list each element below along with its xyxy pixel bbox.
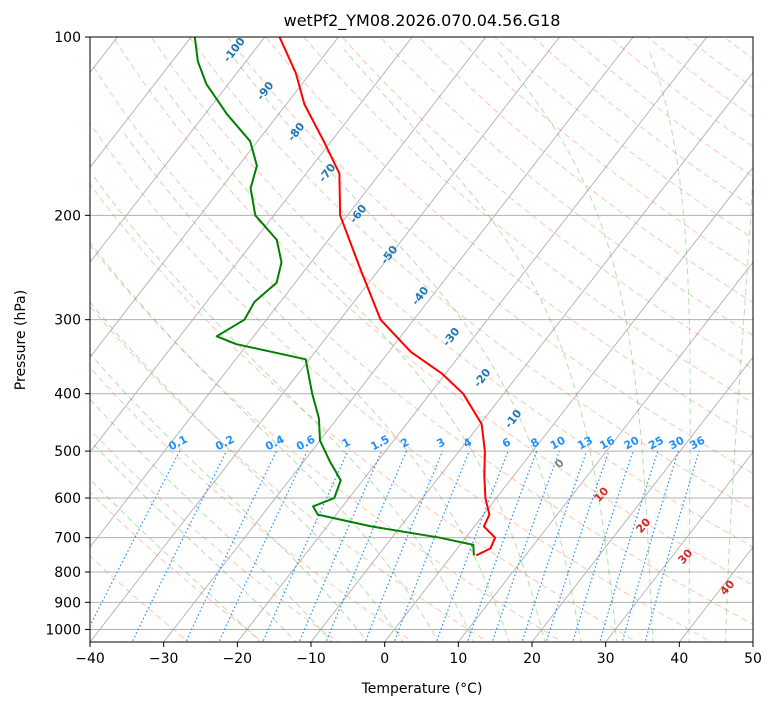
y-axis-ticks: 100 200 300 400 500 600 700 800 900 1000 <box>45 30 90 638</box>
x-tick-label: −30 <box>149 651 179 667</box>
y-tick-label: 500 <box>54 444 81 460</box>
x-tick-label: −20 <box>223 651 253 667</box>
x-axis-label: Temperature (°C) <box>361 681 483 697</box>
y-tick-label: 300 <box>54 313 81 329</box>
y-tick-label: 600 <box>54 491 81 507</box>
x-tick-label: 10 <box>449 651 467 667</box>
x-tick-label: 30 <box>597 651 615 667</box>
y-tick-label: 200 <box>54 208 81 224</box>
dry-adiabat <box>762 37 775 644</box>
y-tick-label: 100 <box>54 30 81 46</box>
x-tick-label: 0 <box>380 651 389 667</box>
x-tick-label: −40 <box>75 651 105 667</box>
chart-title: wetPf2_YM08.2026.070.04.56.G18 <box>284 11 561 31</box>
y-tick-label: 400 <box>54 387 81 403</box>
x-tick-label: −10 <box>296 651 326 667</box>
isotherm <box>751 24 775 645</box>
y-tick-label: 900 <box>54 595 81 611</box>
x-tick-label: 40 <box>670 651 688 667</box>
x-tick-label: 20 <box>523 651 541 667</box>
x-tick-label: 50 <box>744 651 762 667</box>
moist-adiabat <box>762 50 775 645</box>
y-tick-label: 700 <box>54 531 81 547</box>
x-axis-ticks: −40 −30 −20 −10 0 10 20 30 40 50 <box>75 642 762 667</box>
y-tick-label: 800 <box>54 565 81 581</box>
y-axis-label: Pressure (hPa) <box>13 290 29 390</box>
y-tick-label: 1000 <box>45 622 81 638</box>
